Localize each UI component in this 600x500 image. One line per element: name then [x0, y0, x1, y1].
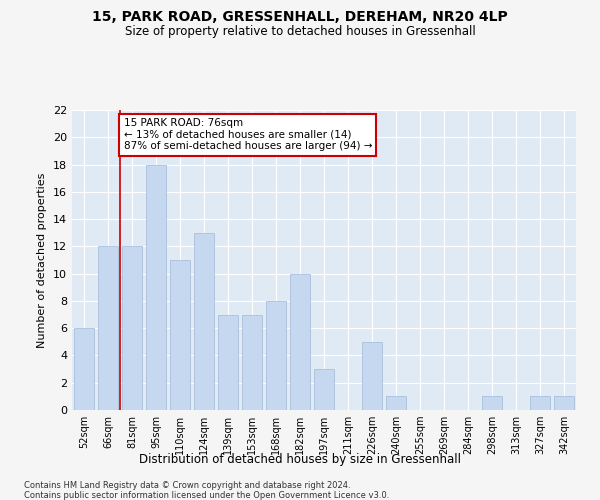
Bar	[170, 260, 190, 410]
Bar	[386, 396, 406, 410]
Text: Size of property relative to detached houses in Gressenhall: Size of property relative to detached ho…	[125, 25, 475, 38]
Bar	[290, 274, 310, 410]
Bar	[530, 396, 550, 410]
Bar	[122, 246, 142, 410]
Text: Distribution of detached houses by size in Gressenhall: Distribution of detached houses by size …	[139, 452, 461, 466]
Bar	[218, 314, 238, 410]
Bar	[194, 232, 214, 410]
Y-axis label: Number of detached properties: Number of detached properties	[37, 172, 47, 348]
Bar	[362, 342, 382, 410]
Bar	[146, 164, 166, 410]
Bar	[314, 369, 334, 410]
Text: Contains HM Land Registry data © Crown copyright and database right 2024.: Contains HM Land Registry data © Crown c…	[24, 481, 350, 490]
Bar	[482, 396, 502, 410]
Bar	[554, 396, 574, 410]
Text: Contains public sector information licensed under the Open Government Licence v3: Contains public sector information licen…	[24, 491, 389, 500]
Bar	[266, 301, 286, 410]
Bar	[242, 314, 262, 410]
Bar	[98, 246, 118, 410]
Text: 15, PARK ROAD, GRESSENHALL, DEREHAM, NR20 4LP: 15, PARK ROAD, GRESSENHALL, DEREHAM, NR2…	[92, 10, 508, 24]
Bar	[74, 328, 94, 410]
Text: 15 PARK ROAD: 76sqm
← 13% of detached houses are smaller (14)
87% of semi-detach: 15 PARK ROAD: 76sqm ← 13% of detached ho…	[124, 118, 372, 152]
